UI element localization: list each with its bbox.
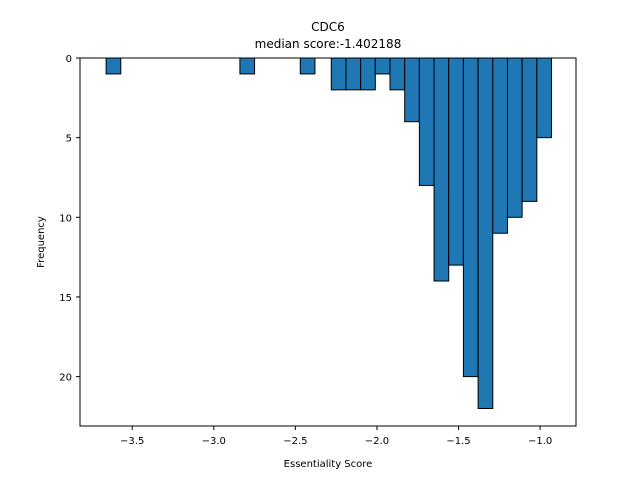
histogram-bar (477, 57, 494, 409)
histogram-bar (492, 57, 508, 234)
x-axis-ticks: −3.5 −3.0 −2.5 −2.0 −1.5 −1.0 (120, 426, 552, 447)
histogram-bar (105, 57, 122, 75)
chart-title: CDC6 (311, 20, 345, 34)
chart-subtitle: median score:-1.402188 (255, 37, 402, 51)
histogram-bar (299, 57, 316, 75)
histogram-bar (433, 57, 450, 282)
histogram-bar (521, 57, 538, 202)
histogram-bar (389, 57, 406, 91)
x-axis-label: Essentiality Score (284, 459, 373, 470)
x-tick-label: −3.5 (120, 436, 144, 447)
histogram-bar (374, 57, 391, 75)
x-tick-label: −3.0 (202, 436, 226, 447)
y-axis-label: Frequency (36, 216, 47, 268)
y-tick-label: 0 (66, 54, 72, 65)
x-tick-label: −2.5 (283, 436, 307, 447)
histogram-bar (536, 57, 553, 139)
axes-frame (79, 57, 577, 427)
histogram-bar (418, 57, 435, 186)
y-tick-label: 5 (66, 134, 72, 145)
y-tick-label: 15 (59, 293, 72, 304)
x-tick-label: −2.0 (365, 436, 389, 447)
bars-group (105, 57, 553, 409)
x-tick-label: −1.5 (446, 436, 470, 447)
histogram-bar (239, 57, 256, 75)
histogram-bar (360, 57, 376, 91)
histogram-bar (462, 57, 479, 378)
y-tick-label: 10 (59, 213, 72, 224)
histogram-bar (506, 57, 523, 218)
y-axis-ticks: 0 5 10 15 20 (59, 54, 80, 384)
histogram-bar (404, 57, 420, 123)
histogram-bar (448, 57, 464, 266)
y-tick-label: 20 (59, 373, 72, 384)
histogram-bar (345, 57, 362, 91)
histogram-bar (330, 57, 347, 91)
x-tick-label: −1.0 (528, 436, 552, 447)
